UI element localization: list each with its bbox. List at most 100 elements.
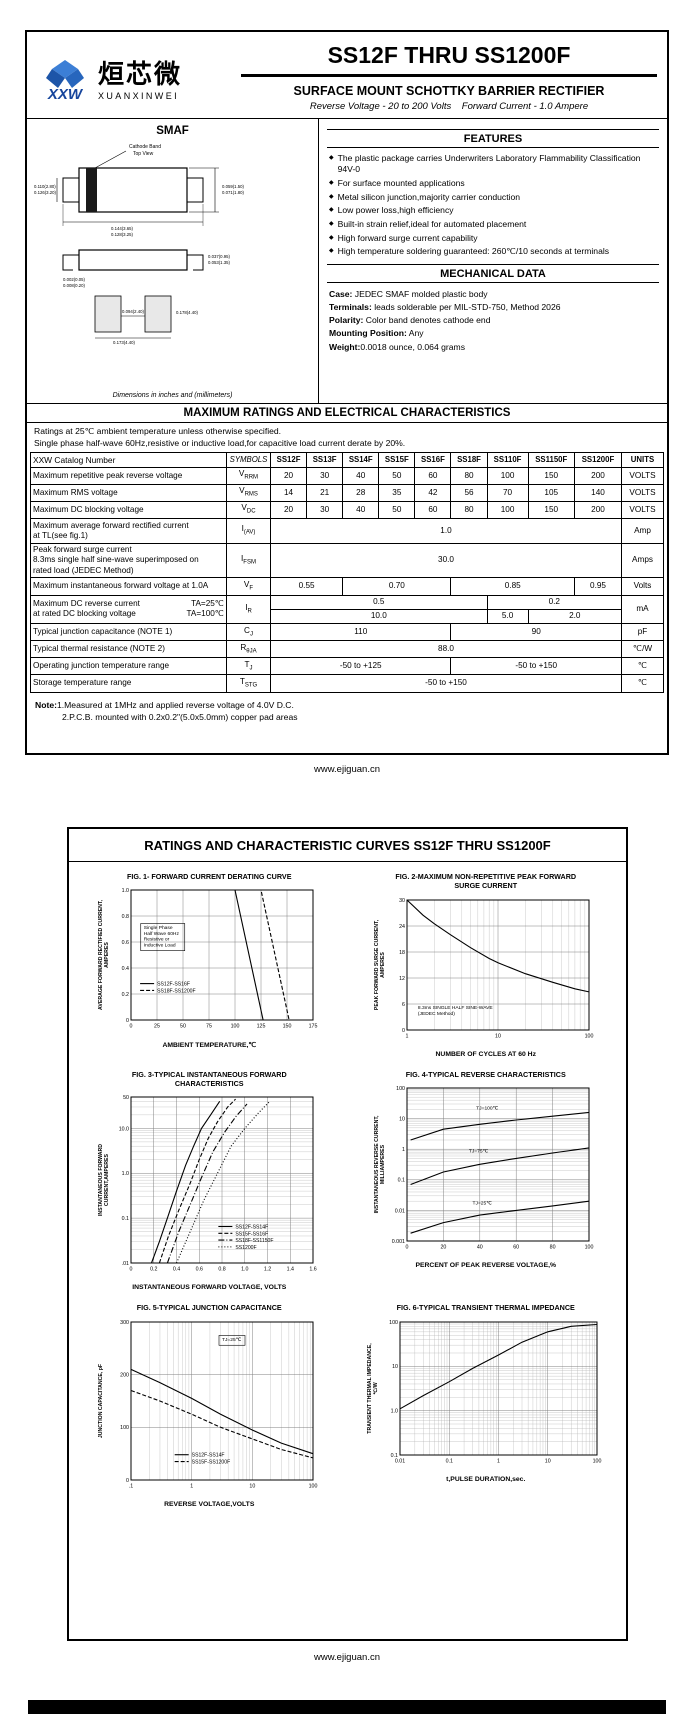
svg-text:0.1: 0.1 [398,1178,405,1184]
mech-label: Case: [329,289,353,300]
svg-text:0.1: 0.1 [390,1453,397,1459]
ratings-conditions: Ratings at 25℃ ambient temperature unles… [27,423,667,451]
mech-label: Polarity: [329,315,364,326]
svg-text:10.0: 10.0 [118,1127,128,1133]
mech-value: Color band denotes cathode end [363,315,491,326]
svg-text:℃/W: ℃/W [372,1382,379,1394]
table-row: Operating junction temperature range TJ -5… [30,657,664,676]
svg-text:AMPERES: AMPERES [380,951,386,977]
note-line-2: 2.P.C.B. mounted with 0.2x0.2"(5.0x5.0mm… [62,711,298,722]
figure-4-xlabel: PERCENT OF PEAK REVERSE VOLTAGE,% [415,1262,557,1270]
feature-text: Built-in strain relief,ideal for automat… [337,218,527,229]
feature-bullet-icon: ◆ [329,207,334,214]
svg-text:1.4: 1.4 [286,1267,293,1273]
brand-name-en: XUANXINWEI [98,90,180,101]
svg-text:50: 50 [123,1095,129,1101]
column-header: SS18F [450,452,488,468]
logo-mark-text: XXW [47,86,84,103]
device-type-subtitle: SURFACE MOUNT SCHOTTKY BARRIER RECTIFIER [293,84,605,98]
dim-label: 0.178(4.40) [176,310,199,315]
site-url-page1: www.ejiguan.cn [313,764,380,775]
value-cell: 60 [414,500,452,520]
svg-text:10: 10 [249,1483,255,1489]
svg-text:TJ=75℃: TJ=75℃ [469,1148,489,1154]
mechanical-data-heading: MECHANICAL DATA [327,264,659,284]
parameter-cell: Maximum average forward rectified curren… [30,518,227,544]
svg-text:0.6: 0.6 [121,940,128,946]
figure-1-xlabel: AMBIENT TEMPERATURE,℃ [162,1042,257,1050]
svg-text:CURRENT,AMPERES: CURRENT,AMPERES [104,1154,110,1206]
mech-row: Polarity: Color band denotes cathode end [329,314,657,326]
value-cell: 100 [486,466,529,485]
svg-text:1.0: 1.0 [121,888,128,894]
feature-bullet-icon: ◆ [329,220,334,227]
column-header: SS16F [414,452,452,468]
table-row: Typical thermal resistance (NOTE 2) RθJA 8… [30,640,664,659]
svg-text:TJ=25℃: TJ=25℃ [222,1337,242,1343]
column-header: SS12F [269,452,308,468]
parameter-cell: Storage temperature range [30,674,227,693]
parameter-cell: Typical junction capacitance (NOTE 1) [30,622,227,642]
table-notes: Note:1.Measured at 1MHz and applied reve… [27,695,667,727]
value-cell: 42 [414,483,452,502]
figure-4: FIG. 4-TYPICAL REVERSE CHARACTERISTICS 0… [349,1070,623,1292]
parameter-cell: Peak forward surge current 8.3ms single h… [30,542,227,579]
feature-item: ◆ Low power loss,high efficiency [329,205,657,216]
svg-text:0.001: 0.001 [392,1239,405,1245]
feature-item: ◆ Built-in strain relief,ideal for automa… [329,219,657,230]
svg-text:24: 24 [399,924,405,930]
unit-cell: pF [621,622,664,642]
symbol-cell: VDC [226,500,271,520]
datasheet-page-1: XXW 烜芯微 XUANXINWEI SS12F THRU SS1200F SU… [25,30,669,755]
note-line-1: 1.Measured at 1MHz and applied reverse v… [56,699,294,710]
curves-heading: RATINGS AND CHARACTERISTIC CURVES SS12F … [69,829,626,862]
svg-text:300: 300 [120,1320,129,1326]
dim-label: 0.128(3.25) [111,232,134,237]
column-header: SS110F [486,452,529,468]
svg-text:0.2: 0.2 [121,992,128,998]
title-block: SS12F THRU SS1200F SURFACE MOUNT SCHOTTK… [239,40,659,118]
value-cell: 88.0 [270,640,622,659]
features-heading: FEATURES [327,129,659,148]
svg-text:1.0: 1.0 [390,1408,397,1414]
dim-label: 0.173(4.40) [113,340,136,345]
value-cell: 35 [378,483,416,502]
svg-text:6: 6 [402,1002,405,1008]
svg-text:10: 10 [392,1364,398,1370]
column-header: UNITS [621,452,664,468]
value-cell: 90 [450,622,622,642]
value-cell: 70 [486,483,529,502]
unit-cell: ℃/W [621,640,664,659]
unit-cell: mA [621,594,664,624]
value-cell: 21 [306,483,344,502]
svg-text:1: 1 [406,1033,409,1039]
table-row: Typical junction capacitance (NOTE 1) CJ 1… [30,622,664,642]
table-row: Peak forward surge current 8.3ms single h… [30,542,664,579]
mech-row: Mounting Position: Any [329,327,657,339]
mechanical-data-list: Case: JEDEC SMAF molded plastic body Ter… [327,288,659,352]
value-cell: 50 [378,466,416,485]
column-header: SS13F [306,452,344,468]
svg-text:10: 10 [545,1458,551,1464]
symbol-cell: TJ [226,657,271,676]
table-row: 10.0 5.0 2.0 [31,608,664,625]
feature-item: ◆ High temperature soldering guaranteed: … [329,246,657,257]
svg-text:(JEDEC Method): (JEDEC Method) [418,1011,455,1017]
electrical-characteristics-table: XXW Catalog Number SYMBOLS SS12F SS13F SS14F… [30,452,664,693]
parameter-cell: Maximum DC reverse current TA=25℃ at rated… [30,594,227,624]
mech-value: JEDEC SMAF molded plastic body [352,289,488,300]
feature-item: ◆ High forward surge current capability [329,233,657,244]
note-prefix: Note: [35,699,57,710]
feature-item: ◆ The plastic package carries Underwriter… [329,153,657,175]
svg-text:0.01: 0.01 [395,1458,405,1464]
svg-text:125: 125 [256,1024,265,1030]
symbol-cell: I(AV) [226,518,271,544]
figure-6-chart: 0.01 0.1 1 10 100 0.1 1.0 10 100 TRANSIENT THERMA… [366,1315,606,1475]
symbol-cell: VRMS [226,483,271,502]
dim-label: 0.071(1.80) [222,190,245,195]
feature-bullet-icon: ◆ [329,193,334,200]
svg-text:Half Wave 60Hz: Half Wave 60Hz [143,931,179,937]
unit-cell: Amp [621,518,664,544]
svg-text:150: 150 [282,1024,291,1030]
figure-4-title: FIG. 4-TYPICAL REVERSE CHARACTERISTICS [405,1069,566,1079]
